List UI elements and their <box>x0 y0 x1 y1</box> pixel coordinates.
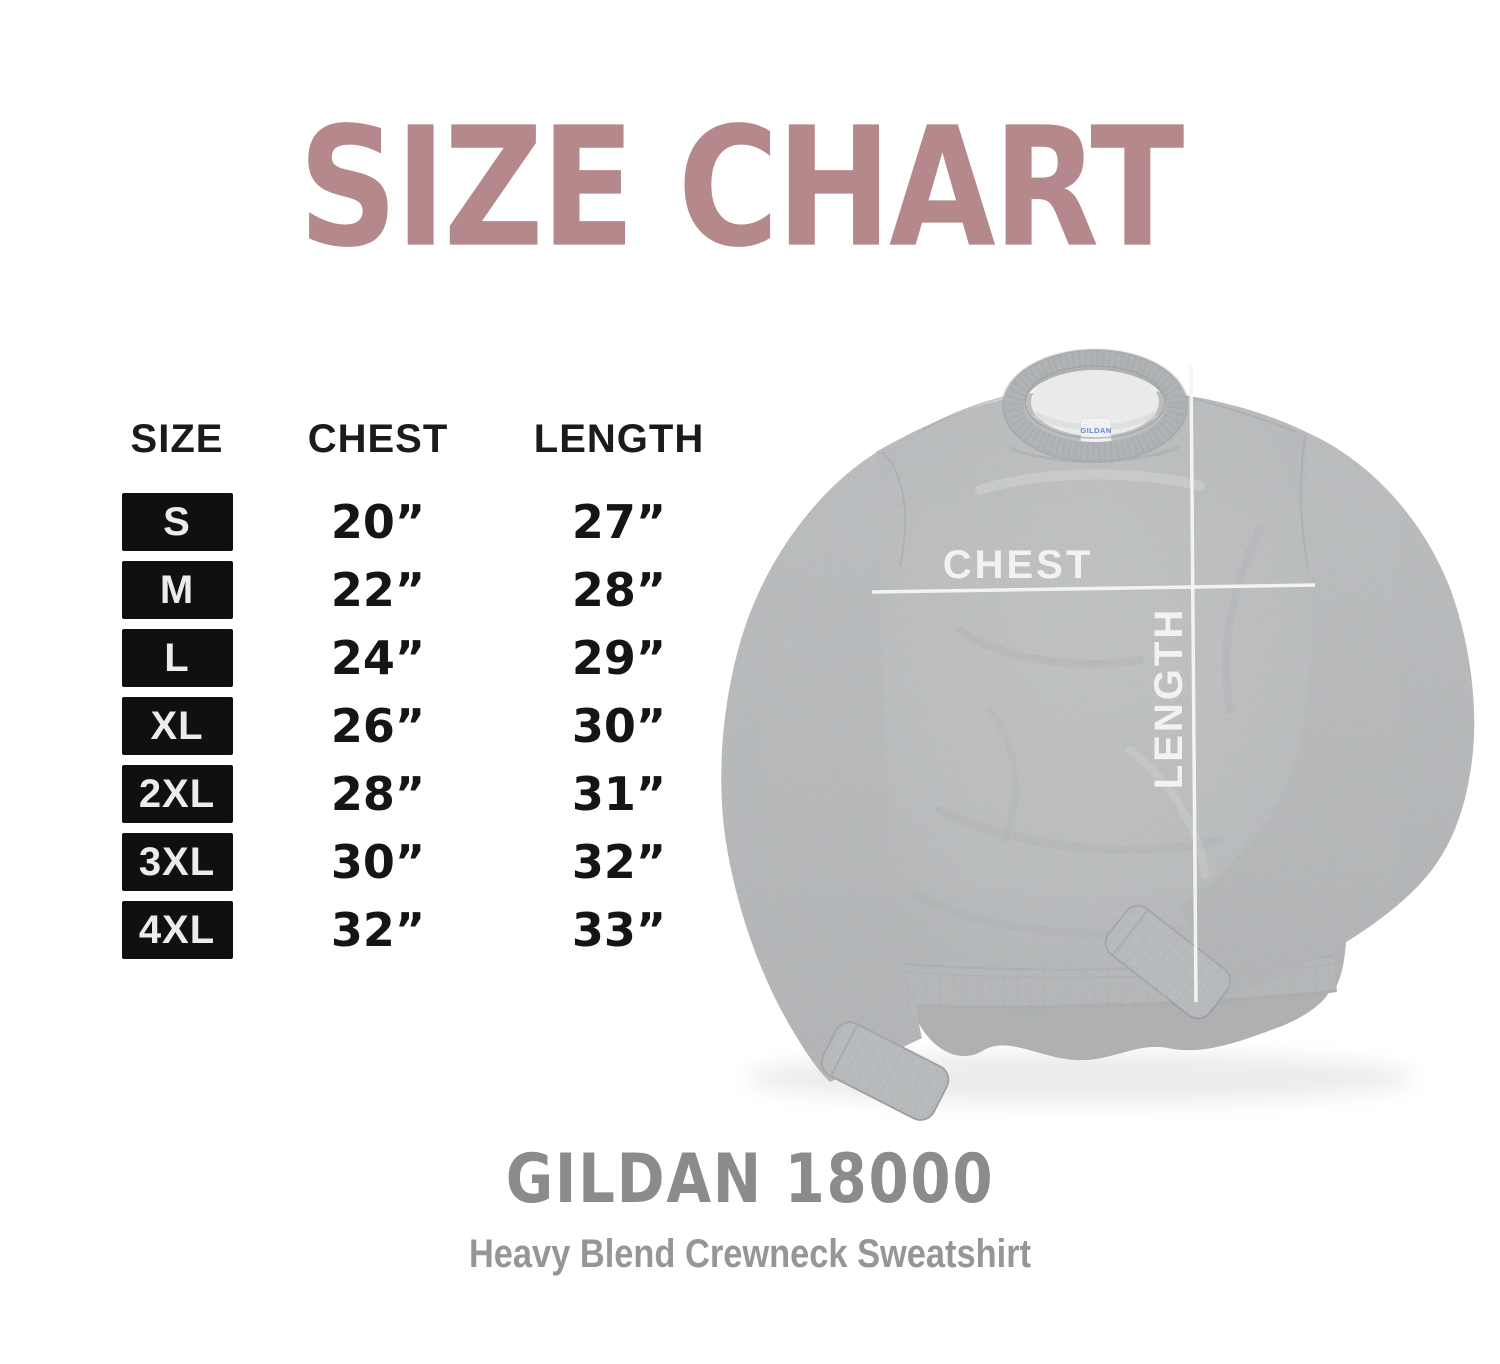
length-value-4xl: 33” <box>571 903 667 957</box>
length-value-s: 27” <box>571 495 667 549</box>
chest-value-3xl: 30” <box>330 835 426 889</box>
size-badge-3xl: 3XL <box>121 833 233 891</box>
chest-value-l: 24” <box>330 631 426 685</box>
heather-texture <box>721 348 1475 1125</box>
chest-value-2xl: 28” <box>330 767 426 821</box>
length-value-2xl: 31” <box>571 767 667 821</box>
size-table-body: S 20” 27” M 22” 28” L 24” 29” XL 26” 30”… <box>117 493 719 959</box>
sweatshirt-photo: GILDAN CHEST LENGTH <box>660 330 1500 1130</box>
length-value-3xl: 32” <box>571 835 667 889</box>
header-size: SIZE <box>130 416 224 461</box>
product-description: Heavy Blend Crewneck Sweatshirt <box>468 1232 1032 1276</box>
chest-label: CHEST <box>943 543 1094 587</box>
size-badge-xl: XL <box>121 697 233 755</box>
length-value-xl: 30” <box>571 699 667 753</box>
chest-value-4xl: 32” <box>330 903 426 957</box>
header-length: LENGTH <box>533 416 705 461</box>
size-badge-2xl: 2XL <box>121 765 233 823</box>
size-table-header: SIZE CHEST LENGTH <box>117 414 719 464</box>
size-badge-l: L <box>121 629 233 687</box>
chest-value-m: 22” <box>330 563 426 617</box>
chest-value-s: 20” <box>330 495 426 549</box>
length-value-m: 28” <box>571 563 667 617</box>
chest-line <box>871 583 1316 594</box>
measurement-guides: CHEST LENGTH <box>871 365 1316 1003</box>
length-value-l: 29” <box>571 631 667 685</box>
size-badge-s: S <box>121 493 233 551</box>
chest-value-xl: 26” <box>330 699 426 753</box>
header-chest: CHEST <box>307 416 449 461</box>
length-label: LENGTH <box>1147 607 1191 789</box>
page-title: SIZE CHART <box>298 92 1184 285</box>
length-line <box>1189 365 1198 1003</box>
size-table: SIZE CHEST LENGTH S 20” 27” M 22” 28” L … <box>117 414 719 959</box>
size-badge-4xl: 4XL <box>121 901 233 959</box>
size-badge-m: M <box>121 561 233 619</box>
product-name: GILDAN 18000 <box>505 1140 995 1219</box>
